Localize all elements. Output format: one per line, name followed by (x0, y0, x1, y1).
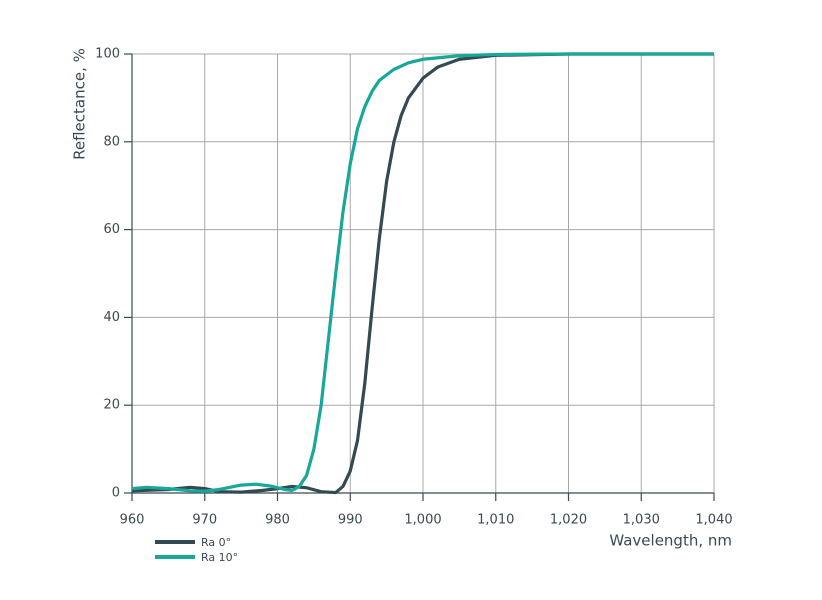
data-line (131, 52, 714, 495)
y-tick-label: 80 (103, 134, 120, 149)
y-tick-label: 0 (112, 486, 120, 501)
x-tick-label: 980 (265, 513, 290, 528)
y-tick-label: 100 (95, 47, 120, 62)
x-tick-label: 1,010 (477, 513, 514, 528)
x-tick-label: 1,000 (404, 513, 441, 528)
legend-label: Ra 0° (201, 536, 231, 549)
x-tick-label: 990 (338, 513, 363, 528)
x-tick-label: 1,020 (550, 513, 587, 528)
y-tick-label: 60 (103, 222, 120, 237)
x-tick-label: 1,040 (695, 513, 732, 528)
y-tick-label: 40 (103, 310, 120, 325)
x-tick-label: 970 (192, 513, 217, 528)
legend-label: Ra 10° (201, 551, 238, 564)
x-tick-label: 960 (120, 513, 145, 528)
y-axis-label: Reflectance, % (71, 48, 89, 160)
x-tick-label: 1,030 (623, 513, 660, 528)
y-tick-label: 20 (103, 398, 120, 413)
data-line (131, 52, 714, 493)
x-axis-label: Wavelength, nm (609, 532, 732, 550)
